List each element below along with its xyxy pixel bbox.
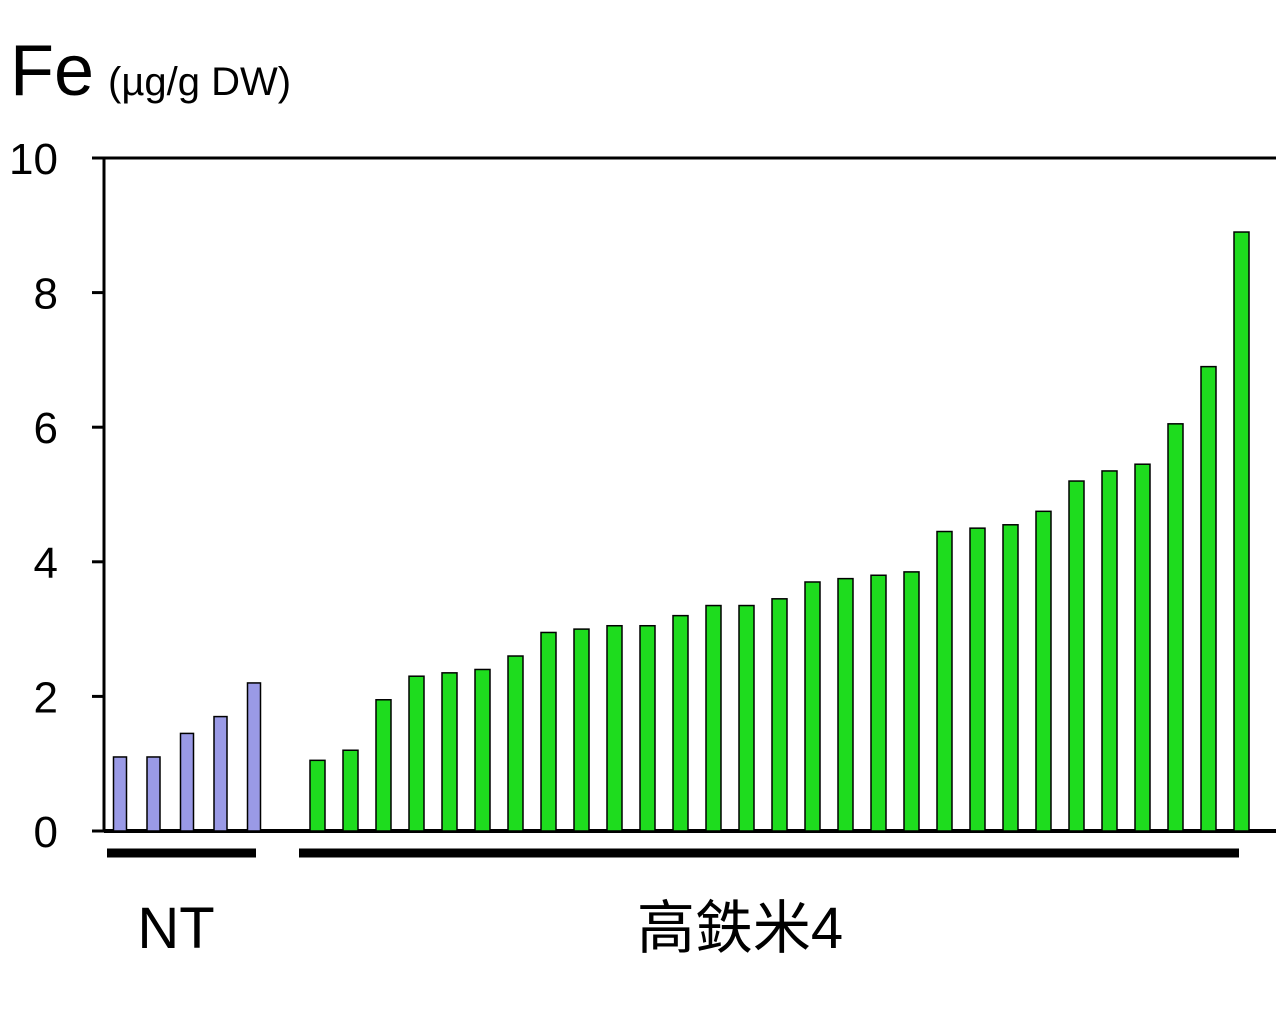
bar-high-iron-5 — [441, 672, 458, 832]
bar-high-iron-20 — [936, 530, 953, 832]
bar-high-iron-15 — [771, 598, 788, 832]
bar-nt-2 — [146, 756, 161, 832]
chart-title-unit: (µg/g DW) — [108, 60, 291, 104]
bar-high-iron-23 — [1035, 510, 1052, 832]
y-tick-label: 0 — [34, 808, 58, 857]
bar-nt-3 — [179, 732, 195, 832]
y-tick-label: 2 — [34, 673, 58, 722]
bar-high-iron-26 — [1134, 463, 1151, 832]
bar-high-iron-10 — [606, 624, 623, 832]
bar-high-iron-25 — [1101, 470, 1118, 832]
y-tick-label: 6 — [34, 404, 58, 453]
plot-area: 0 2 4 6 8 10 NT 高鉄米4 — [9, 135, 1276, 961]
chart-title-element: Fe — [10, 31, 94, 111]
bar-nt-4 — [213, 715, 228, 832]
bar-high-iron-6 — [474, 668, 491, 832]
bar-high-iron-4 — [408, 675, 425, 832]
bar-high-iron-3 — [375, 699, 392, 832]
bar-high-iron-29 — [1233, 231, 1250, 832]
bar-high-iron-11 — [639, 624, 656, 832]
bar-high-iron-24 — [1068, 480, 1085, 832]
group-label-1: NT — [137, 896, 214, 961]
bar-high-iron-17 — [837, 577, 854, 832]
bar-high-iron-21 — [969, 527, 986, 832]
bar-high-iron-8 — [540, 631, 557, 832]
bar-high-iron-18 — [870, 574, 887, 832]
bar-high-iron-27 — [1167, 423, 1184, 832]
bar-high-iron-9 — [573, 628, 590, 832]
bar-high-iron-16 — [804, 581, 821, 832]
y-tick-label: 8 — [34, 270, 58, 319]
bar-high-iron-22 — [1002, 524, 1019, 832]
bar-high-iron-2 — [342, 749, 359, 832]
bar-nt-1 — [112, 756, 128, 832]
bar-high-iron-12 — [672, 614, 689, 832]
bar-high-iron-14 — [738, 604, 755, 832]
y-tick-label: 10 — [9, 135, 58, 184]
group-label-2: 高鉄米4 — [637, 896, 843, 961]
chart-title: Fe (µg/g DW) — [10, 31, 291, 111]
bar-nt-5 — [246, 682, 262, 832]
bar-high-iron-28 — [1200, 365, 1217, 832]
bar-high-iron-13 — [705, 604, 722, 832]
bar-high-iron-1 — [309, 759, 326, 832]
y-tick-label: 4 — [34, 539, 58, 588]
bar-high-iron-7 — [507, 655, 524, 832]
bar-high-iron-19 — [903, 571, 920, 832]
